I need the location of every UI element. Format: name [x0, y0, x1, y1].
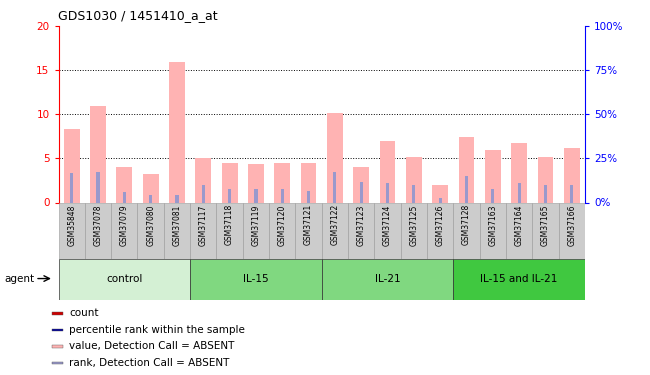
- Bar: [322, 202, 348, 259]
- Bar: [274, 163, 290, 202]
- Text: IL-15: IL-15: [243, 274, 268, 284]
- Bar: [559, 202, 585, 259]
- Text: GSM37118: GSM37118: [225, 204, 234, 246]
- Text: percentile rank within the sample: percentile rank within the sample: [69, 325, 245, 335]
- Text: GSM37080: GSM37080: [146, 204, 155, 246]
- Bar: [322, 259, 454, 300]
- Text: value, Detection Call = ABSENT: value, Detection Call = ABSENT: [69, 342, 235, 351]
- Bar: [454, 259, 585, 300]
- Bar: [427, 202, 454, 259]
- Bar: [216, 202, 243, 259]
- Bar: [52, 329, 62, 331]
- Text: agent: agent: [5, 273, 35, 284]
- Bar: [52, 312, 62, 315]
- Bar: [196, 158, 211, 203]
- Text: GSM37164: GSM37164: [515, 204, 524, 246]
- Text: GSM37120: GSM37120: [278, 204, 287, 246]
- Text: GSM37122: GSM37122: [330, 204, 339, 246]
- Bar: [116, 167, 132, 202]
- Bar: [538, 157, 553, 203]
- Bar: [169, 62, 185, 202]
- Bar: [190, 259, 322, 300]
- Bar: [506, 202, 532, 259]
- Bar: [359, 182, 363, 203]
- Bar: [439, 198, 442, 202]
- Text: IL-21: IL-21: [375, 274, 400, 284]
- Bar: [512, 144, 527, 202]
- Bar: [243, 202, 269, 259]
- Text: GSM37124: GSM37124: [383, 204, 392, 246]
- Bar: [176, 195, 179, 202]
- Bar: [532, 202, 559, 259]
- Bar: [544, 185, 547, 202]
- Bar: [465, 176, 468, 203]
- Bar: [459, 137, 474, 202]
- Bar: [58, 259, 190, 300]
- Text: control: control: [106, 274, 142, 284]
- Text: GSM35848: GSM35848: [67, 204, 76, 246]
- Text: GSM37078: GSM37078: [94, 204, 103, 246]
- Bar: [281, 189, 284, 202]
- Bar: [480, 202, 506, 259]
- Bar: [301, 163, 317, 202]
- Bar: [52, 362, 62, 364]
- Text: GSM37166: GSM37166: [567, 204, 577, 246]
- Bar: [333, 172, 337, 202]
- Bar: [269, 202, 295, 259]
- Text: GSM37126: GSM37126: [436, 204, 445, 246]
- Bar: [254, 189, 257, 202]
- Text: GSM37125: GSM37125: [410, 204, 419, 246]
- Bar: [228, 189, 231, 202]
- Bar: [222, 163, 237, 202]
- Bar: [164, 202, 190, 259]
- Bar: [138, 202, 164, 259]
- Bar: [52, 345, 62, 348]
- Text: GSM37163: GSM37163: [488, 204, 497, 246]
- Bar: [111, 202, 138, 259]
- Bar: [564, 148, 580, 202]
- Text: GDS1030 / 1451410_a_at: GDS1030 / 1451410_a_at: [58, 9, 218, 22]
- Bar: [96, 172, 99, 202]
- Bar: [485, 150, 500, 202]
- Text: GSM37128: GSM37128: [462, 204, 471, 246]
- Bar: [190, 202, 216, 259]
- Bar: [327, 112, 343, 202]
- Bar: [58, 202, 84, 259]
- Bar: [412, 185, 415, 202]
- Bar: [432, 185, 448, 202]
- Bar: [295, 202, 322, 259]
- Bar: [570, 185, 573, 202]
- Bar: [70, 173, 73, 202]
- Bar: [202, 185, 205, 202]
- Text: GSM37079: GSM37079: [120, 204, 129, 246]
- Text: IL-15 and IL-21: IL-15 and IL-21: [480, 274, 558, 284]
- Bar: [248, 164, 264, 202]
- Text: GSM37117: GSM37117: [199, 204, 208, 246]
- Bar: [307, 191, 310, 202]
- Bar: [64, 129, 79, 203]
- Text: count: count: [69, 309, 99, 318]
- Bar: [84, 202, 111, 259]
- Text: GSM37165: GSM37165: [541, 204, 550, 246]
- Text: GSM37121: GSM37121: [304, 204, 313, 246]
- Bar: [374, 202, 400, 259]
- Bar: [491, 189, 495, 202]
- Bar: [517, 183, 521, 203]
- Bar: [386, 183, 389, 203]
- Text: GSM37081: GSM37081: [172, 204, 181, 246]
- Bar: [149, 195, 152, 202]
- Bar: [354, 167, 369, 202]
- Text: rank, Detection Call = ABSENT: rank, Detection Call = ABSENT: [69, 358, 229, 368]
- Bar: [406, 157, 422, 203]
- Bar: [454, 202, 480, 259]
- Bar: [348, 202, 374, 259]
- Bar: [123, 192, 126, 202]
- Bar: [90, 106, 106, 202]
- Text: GSM37119: GSM37119: [252, 204, 261, 246]
- Bar: [380, 141, 395, 202]
- Text: GSM37123: GSM37123: [357, 204, 366, 246]
- Bar: [143, 174, 159, 202]
- Bar: [400, 202, 427, 259]
